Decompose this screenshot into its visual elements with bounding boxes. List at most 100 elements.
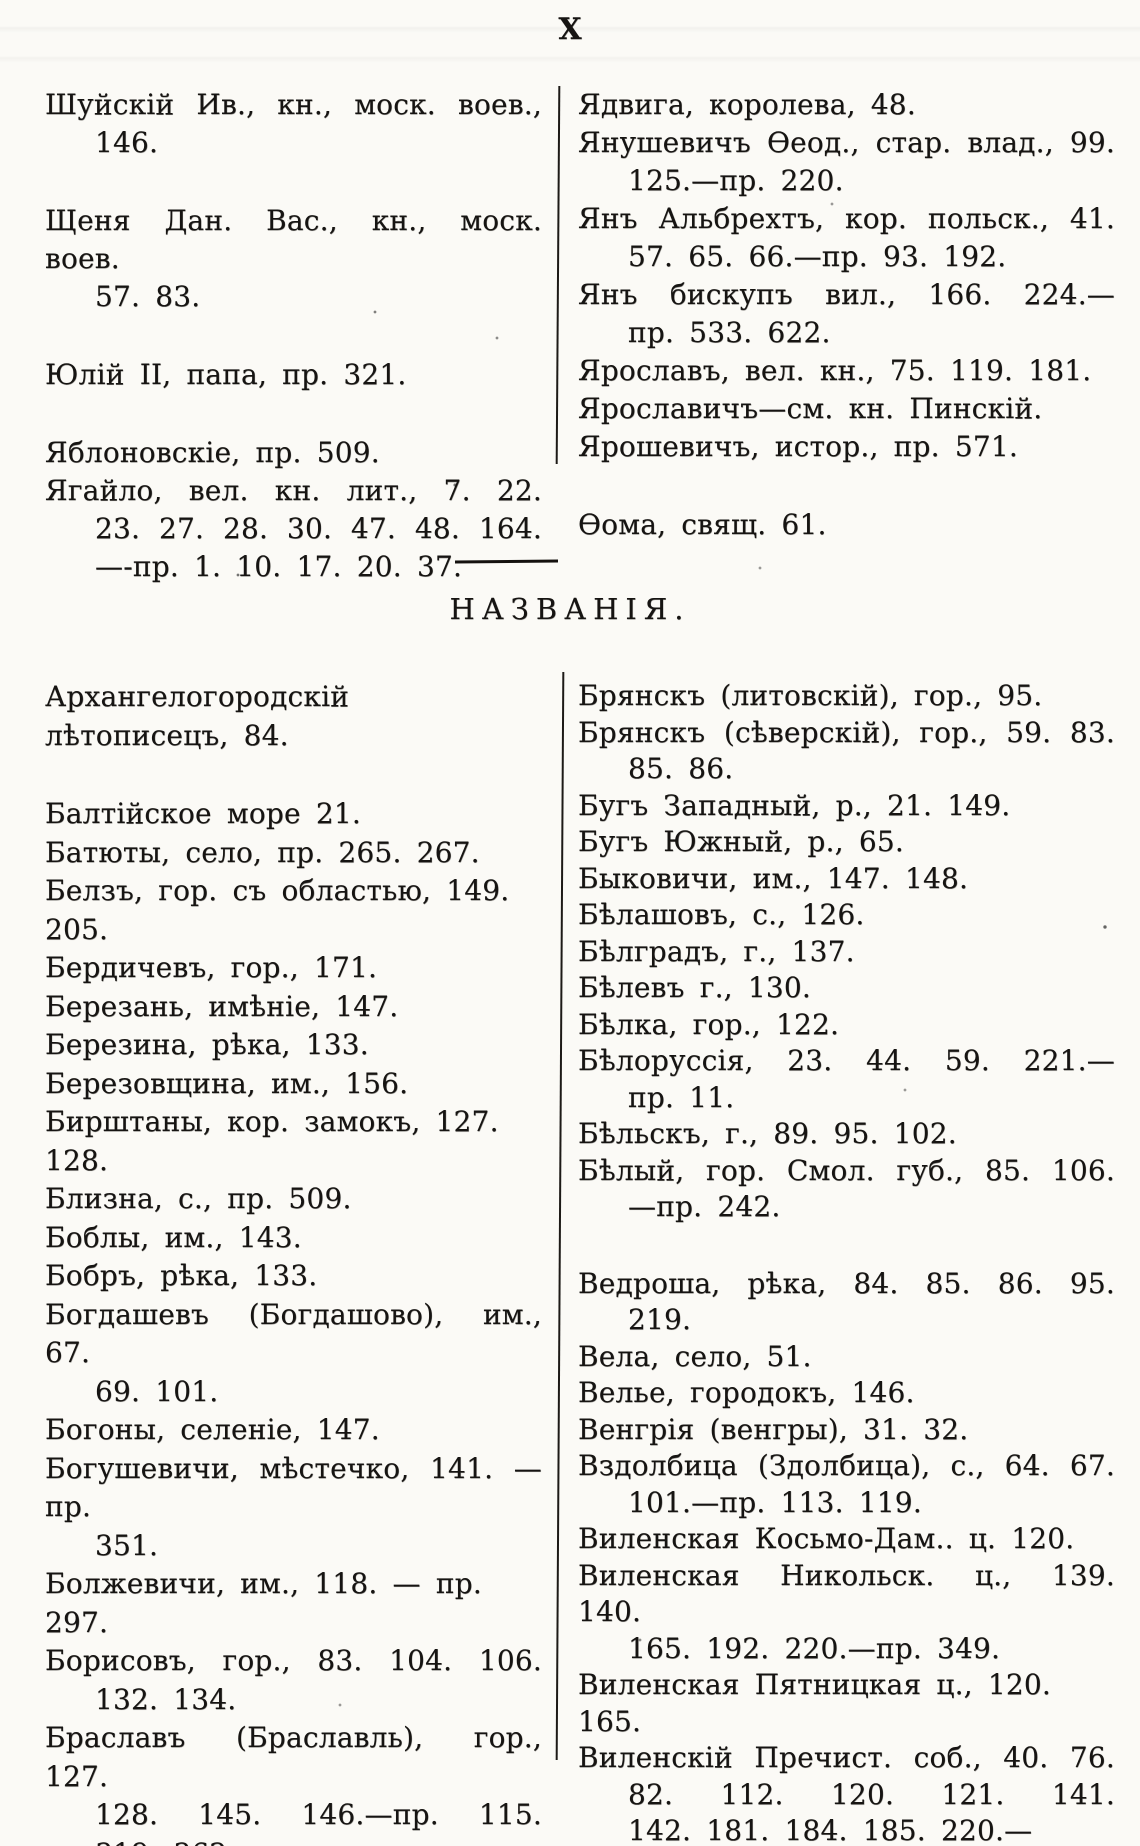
entry-line: Велье, городокъ, 146. bbox=[578, 1376, 915, 1409]
index-entry: Виленскій Пречист. соб., 40. 76. 82. 112.… bbox=[578, 1740, 1115, 1846]
entry-line: Богоны, селеніе, 147. bbox=[45, 1413, 380, 1446]
index-entry: Березань, имѣніе, 147. bbox=[45, 988, 542, 1027]
index-entry: Янушевичъ Ѳеод., стар. влад., 99. 125.—пр… bbox=[578, 124, 1115, 200]
index-entry: Бирштаны, кор. замокъ, 127. 128. bbox=[45, 1103, 542, 1180]
entry-line: 132. 134. bbox=[95, 1682, 237, 1716]
index-entry: Яблоновскіе, пр. 509. bbox=[45, 434, 542, 472]
index-entry: Богушевичи, мѣстечко, 141. —пр. 351. bbox=[45, 1450, 542, 1566]
entry-line: Вела, село, 51. bbox=[578, 1339, 812, 1373]
entry-line: Вздолбица (Здолбица), с., 64. 67. bbox=[578, 1449, 1115, 1482]
index-entry: Березовщина, им., 156. bbox=[45, 1065, 542, 1104]
entry-line: Юлій II, папа, пр. 321. bbox=[45, 358, 407, 391]
entry-line: Ягайло, вел. кн. лит., 7. 22. bbox=[45, 474, 542, 507]
entry-line: Яблоновскіе, пр. 509. bbox=[45, 436, 380, 469]
entry-line: Бѣлый, гор. Смол. губ., 85. 106. bbox=[578, 1153, 1115, 1187]
index-entry: Богоны, селеніе, 147. bbox=[45, 1411, 542, 1450]
index-entry: Брянскъ (литовскій), гор., 95. bbox=[578, 678, 1115, 715]
index-entry: Ярославъ, вел. кн., 75. 119. 181. bbox=[578, 352, 1115, 390]
entry-line: 69. 101. bbox=[95, 1374, 219, 1408]
entry-line: 351. bbox=[95, 1528, 159, 1562]
index-entry: Брянскъ (сѣверскій), гор., 59. 83. 85. 86… bbox=[578, 715, 1115, 788]
entry-line: Янъ Альбрехтъ, кор. польск., 41. bbox=[578, 202, 1115, 235]
index-entry: Архангелогородскій лѣтописецъ, 84. bbox=[45, 678, 542, 755]
names-left-column: Шуйскій Ив., кн., моск. воев., 146. Щеня Д… bbox=[45, 86, 542, 586]
titles-index-section: Архангелогородскій лѣтописецъ, 84. Балтій… bbox=[45, 678, 1115, 1846]
index-entry: Ярославичъ—см. кн. Пинскій. bbox=[578, 390, 1115, 428]
index-entry: Бугъ Западный, р., 21. 149. bbox=[578, 788, 1115, 825]
entry-line: Ярославъ, вел. кн., 75. 119. 181. bbox=[578, 354, 1092, 387]
entry-line: 128. 145. 146.—пр. 115. bbox=[95, 1798, 542, 1831]
entry-line: Белзъ, гор. съ областью, 149. 205. bbox=[45, 874, 510, 946]
entry-line: Венгрія (венгры), 31. 32. bbox=[578, 1412, 969, 1446]
index-entry: Бугъ Южный, р., 65. bbox=[578, 824, 1115, 861]
entry-line: Бугъ Южный, р., 65. bbox=[578, 825, 904, 858]
entry-line: 82. 112. 120. 121. 141. bbox=[628, 1777, 1115, 1811]
section-heading: НАЗВАНІЯ. bbox=[449, 592, 691, 626]
entry-line: 85. 86. bbox=[628, 752, 734, 785]
index-entry: Бѣлка, гор., 122. bbox=[578, 1007, 1115, 1044]
index-entry: Ядвига, королева, 48. bbox=[578, 86, 1115, 124]
entry-line: Браславъ (Браславль), гор., 127. bbox=[45, 1721, 542, 1793]
index-entry: Виленская Косьмо-Дам.. ц. 120. bbox=[578, 1521, 1115, 1558]
index-entry: Быковичи, им., 147. 148. bbox=[578, 861, 1115, 898]
entry-line: Болжевичи, им., 118. — пр. 297. bbox=[45, 1567, 482, 1639]
entry-line: 146. bbox=[95, 126, 159, 159]
entry-line: Бѣльскъ, г., 89. 95. 102. bbox=[578, 1117, 957, 1150]
entry-line: 57. 65. 66.—пр. 93. 192. bbox=[628, 240, 1007, 273]
entry-line: —пр. 242. bbox=[628, 1190, 781, 1223]
index-entry: Бѣлашовъ, с., 126. bbox=[578, 897, 1115, 934]
entry-line: Янъ бискупъ вил., 166. 224.— bbox=[578, 278, 1115, 311]
index-entry: Белзъ, гор. съ областью, 149. 205. bbox=[45, 872, 542, 949]
titles-left-column: Архангелогородскій лѣтописецъ, 84. Балтій… bbox=[45, 678, 542, 1846]
index-entry: Юлій II, папа, пр. 321. bbox=[45, 356, 542, 394]
entry-line: Бѣлка, гор., 122. bbox=[578, 1007, 840, 1041]
entry-line: Березань, имѣніе, 147. bbox=[45, 989, 399, 1023]
entry-line: 165. 192. 220.—пр. 349. bbox=[628, 1631, 1001, 1665]
index-entry: Боблы, им., 143. bbox=[45, 1219, 542, 1258]
index-entry: Болжевичи, им., 118. — пр. 297. bbox=[45, 1565, 542, 1642]
entry-line: Бердичевъ, гор., 171. bbox=[45, 951, 378, 984]
entry-line: Виленская Пятницкая ц., 120. 165. bbox=[578, 1668, 1052, 1738]
index-entry: Ведроша, рѣка, 84. 85. 86. 95. 219. bbox=[578, 1266, 1115, 1339]
index-entry: Бердичевъ, гор., 171. bbox=[45, 949, 542, 988]
entry-line: —-пр. 1. 10. 17. 20. 37. bbox=[95, 550, 463, 583]
titles-right-column: Брянскъ (литовскій), гор., 95. Брянскъ (с… bbox=[578, 678, 1115, 1846]
index-entry: Борисовъ, гор., 83. 104. 106. 132. 134. bbox=[45, 1642, 542, 1719]
entry-line: Богушевичи, мѣстечко, 141. —пр. bbox=[45, 1451, 542, 1524]
entry-line: 142. 181. 184. 185. 220.— bbox=[628, 1814, 1033, 1846]
entry-line: Брянскъ (литовскій), гор., 95. bbox=[578, 679, 1043, 712]
index-entry: Велье, городокъ, 146. bbox=[578, 1375, 1115, 1412]
index-entry: Балтійское море 21. bbox=[45, 795, 542, 834]
entry-line: Борисовъ, гор., 83. 104. 106. bbox=[45, 1644, 542, 1677]
index-entry: Бѣлоруссія, 23. 44. 59. 221.— пр. 11. bbox=[578, 1043, 1115, 1116]
entry-line: 101.—пр. 113. 119. bbox=[628, 1485, 922, 1519]
entry-line: Ведроша, рѣка, 84. 85. 86. 95. bbox=[578, 1266, 1115, 1300]
entry-line: Виленскій Пречист. соб., 40. 76. bbox=[578, 1741, 1115, 1774]
index-entry: Ѳома, свящ. 61. bbox=[578, 506, 1115, 544]
index-entry: Виленская Никольск. ц., 139. 140. 165. 19… bbox=[578, 1558, 1115, 1668]
entry-line: 125.—пр. 220. bbox=[628, 164, 844, 197]
index-entry: Янъ Альбрехтъ, кор. польск., 41. 57. 65. … bbox=[578, 200, 1115, 276]
entry-line: Ярославичъ—см. кн. Пинскій. bbox=[578, 392, 1043, 425]
index-entry: Березина, рѣка, 133. bbox=[45, 1026, 542, 1065]
entry-line: Виленская Косьмо-Дам.. ц. 120. bbox=[578, 1522, 1075, 1555]
entry-line: Шуйскій Ив., кн., моск. воев., bbox=[45, 88, 542, 121]
entry-line: Бѣлоруссія, 23. 44. 59. 221.— bbox=[578, 1044, 1115, 1077]
index-entry: Вздолбица (Здолбица), с., 64. 67. 101.—пр… bbox=[578, 1448, 1115, 1521]
names-right-column: Ядвига, королева, 48. Янушевичъ Ѳеод., ст… bbox=[578, 86, 1115, 544]
entry-line: Ѳома, свящ. 61. bbox=[578, 508, 827, 541]
entry-line: Богдашевъ (Богдашово), им., 67. bbox=[45, 1297, 542, 1370]
entry-line: Березина, рѣка, 133. bbox=[45, 1028, 369, 1061]
entry-line: 219. bbox=[628, 1303, 692, 1336]
entry-line: 57. 83. bbox=[95, 280, 201, 313]
entry-line: Боблы, им., 143. bbox=[45, 1220, 302, 1254]
entry-line: Березовщина, им., 156. bbox=[45, 1066, 409, 1100]
entry-line: пр. 11. bbox=[628, 1080, 735, 1114]
index-entry: Ярошевичъ, истор., пр. 571. bbox=[578, 428, 1115, 466]
index-entry: Ягайло, вел. кн. лит., 7. 22. 23. 27. 28.… bbox=[45, 472, 542, 586]
entry-line: Балтійское море 21. bbox=[45, 797, 362, 830]
entry-line: Архангелогородскій лѣтописецъ, 84. bbox=[45, 680, 350, 752]
index-entry: Батюты, село, пр. 265. 267. bbox=[45, 834, 542, 873]
index-entry: Щеня Дан. Вас., кн., моск. воев. 57. 83. bbox=[45, 202, 542, 316]
index-entry: Бѣлевъ г., 130. bbox=[578, 970, 1115, 1007]
